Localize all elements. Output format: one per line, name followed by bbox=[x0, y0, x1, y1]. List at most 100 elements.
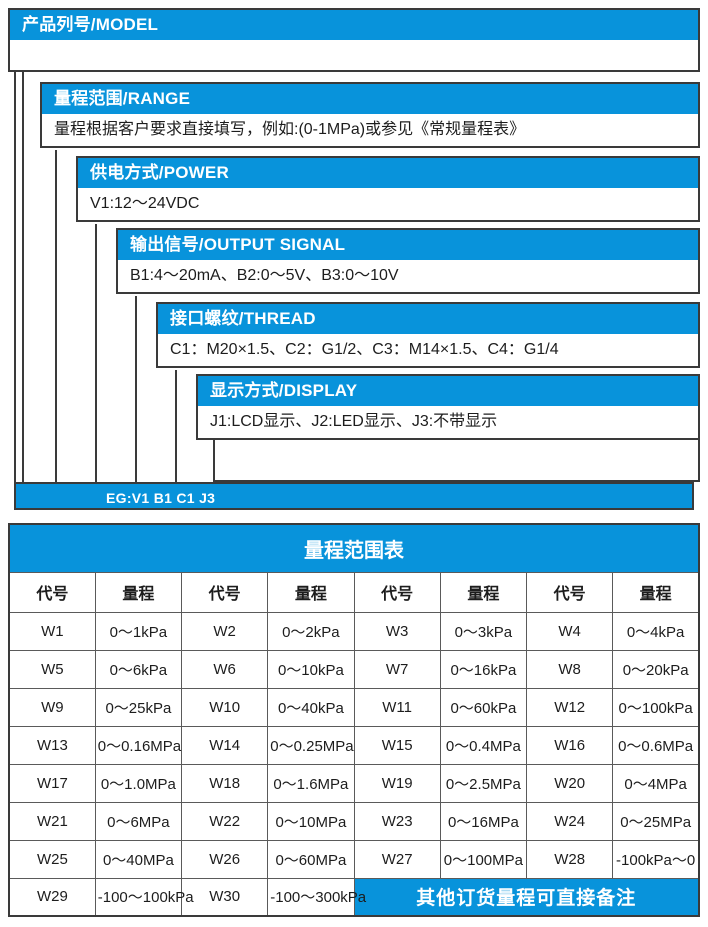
cell-code: W8 bbox=[525, 649, 614, 689]
table-row: W21 0〜6MPa W22 0〜10MPa W23 0〜16MPa W24 0… bbox=[8, 801, 700, 841]
cell-range: 0〜20kPa bbox=[612, 649, 700, 689]
range-table-header-row: 代号 量程 代号 量程 代号 量程 代号 量程 bbox=[8, 571, 700, 613]
cell-code: W14 bbox=[180, 725, 269, 765]
cell-range: 0〜0.16MPa bbox=[94, 725, 183, 765]
cell-range: 0〜3kPa bbox=[439, 611, 528, 651]
cell-code: W20 bbox=[525, 763, 614, 803]
cell-code: W29 bbox=[8, 877, 96, 917]
cell-range: 0〜6MPa bbox=[94, 801, 183, 841]
cell-code: W16 bbox=[525, 725, 614, 765]
spec-block-model-body bbox=[10, 40, 698, 68]
cell-code: W27 bbox=[353, 839, 441, 879]
cell-range: 0〜16MPa bbox=[439, 801, 528, 841]
cell-code: W22 bbox=[180, 801, 269, 841]
cell-range: 0〜4kPa bbox=[612, 611, 700, 651]
cell-code: W12 bbox=[525, 687, 614, 727]
spec-block-output-signal: 输出信号/OUTPUT SIGNAL B1:4〜20mA、B2:0〜5V、B3:… bbox=[116, 228, 700, 294]
table-row: W13 0〜0.16MPa W14 0〜0.25MPa W15 0〜0.4MPa… bbox=[8, 725, 700, 765]
cell-code: W23 bbox=[353, 801, 441, 841]
cell-code: W30 bbox=[180, 877, 269, 917]
cell-range: -100〜300kPa bbox=[267, 877, 366, 917]
cell-code: W3 bbox=[353, 611, 441, 651]
cell-range: 0〜0.25MPa bbox=[267, 725, 355, 765]
cell-code: W7 bbox=[353, 649, 441, 689]
spec-block-display: 显示方式/DISPLAY J1:LCD显示、J2:LED显示、J3:不带显示 bbox=[196, 374, 700, 440]
cell-code: W5 bbox=[8, 649, 96, 689]
spec-block-model-title: 产品列号/MODEL bbox=[10, 10, 698, 40]
col-header-code-3: 代号 bbox=[353, 571, 441, 613]
spec-block-power-body: V1:12〜24VDC bbox=[78, 188, 698, 220]
spec-block-power: 供电方式/POWER V1:12〜24VDC bbox=[76, 156, 700, 222]
cell-code: W10 bbox=[180, 687, 269, 727]
spec-block-model: 产品列号/MODEL bbox=[8, 8, 700, 72]
stem-output bbox=[95, 224, 97, 484]
col-header-code-1: 代号 bbox=[8, 571, 96, 613]
table-row-last: W29 -100〜100kPa W30 -100〜300kPa 其他订货量程可直… bbox=[8, 877, 700, 917]
cell-range: 0〜1.6MPa bbox=[267, 763, 355, 803]
cell-range: 0〜4MPa bbox=[612, 763, 700, 803]
cell-code: W15 bbox=[353, 725, 441, 765]
range-table-title-row: 量程范围表 bbox=[8, 523, 700, 573]
cell-range: 0〜60kPa bbox=[439, 687, 528, 727]
spec-block-thread-body: C1：M20×1.5、C2：G1/2、C3：M14×1.5、C4：G1/4 bbox=[158, 334, 698, 366]
stem-display bbox=[175, 370, 177, 484]
cell-range: -100〜100kPa bbox=[94, 877, 194, 917]
cell-range: 0〜40MPa bbox=[94, 839, 183, 879]
table-row: W17 0〜1.0MPa W18 0〜1.6MPa W19 0〜2.5MPa W… bbox=[8, 763, 700, 803]
cell-range: 0〜60MPa bbox=[267, 839, 355, 879]
range-table: 量程范围表 代号 量程 代号 量程 代号 量程 代号 量程 W1 0〜1kPa … bbox=[8, 523, 700, 917]
spec-block-output-signal-title: 输出信号/OUTPUT SIGNAL bbox=[118, 230, 698, 260]
spec-block-range-body: 量程根据客户要求直接填写，例如:(0-1MPa)或参见《常规量程表》 bbox=[42, 114, 698, 146]
example-code-bar: EG:V1 B1 C1 J3 bbox=[14, 482, 694, 510]
spec-block-display-body: J1:LCD显示、J2:LED显示、J3:不带显示 bbox=[198, 406, 698, 438]
cell-code: W21 bbox=[8, 801, 96, 841]
spec-block-thread-title: 接口螺纹/THREAD bbox=[158, 304, 698, 334]
col-header-range-4: 量程 bbox=[612, 571, 700, 613]
custom-range-note: 其他订货量程可直接备注 bbox=[353, 877, 700, 917]
cell-code: W9 bbox=[8, 687, 96, 727]
cell-code: W18 bbox=[180, 763, 269, 803]
cell-code: W4 bbox=[525, 611, 614, 651]
cell-range: 0〜10kPa bbox=[267, 649, 355, 689]
cell-range: 0〜2.5MPa bbox=[439, 763, 528, 803]
cell-code: W19 bbox=[353, 763, 441, 803]
cell-range: 0〜16kPa bbox=[439, 649, 528, 689]
cell-range: 0〜40kPa bbox=[267, 687, 355, 727]
cell-range: 0〜1kPa bbox=[94, 611, 183, 651]
cell-range: 0〜2kPa bbox=[267, 611, 355, 651]
cell-code: W24 bbox=[525, 801, 614, 841]
cell-code: W25 bbox=[8, 839, 96, 879]
cell-code: W2 bbox=[180, 611, 269, 651]
stem-model bbox=[14, 70, 16, 484]
table-row: W5 0〜6kPa W6 0〜10kPa W7 0〜16kPa W8 0〜20k… bbox=[8, 649, 700, 689]
model-code-ladder: 产品列号/MODEL 量程范围/RANGE 量程根据客户要求直接填写，例如:(0… bbox=[8, 8, 700, 510]
spec-block-range-title: 量程范围/RANGE bbox=[42, 84, 698, 114]
table-row: W25 0〜40MPa W26 0〜60MPa W27 0〜100MPa W28… bbox=[8, 839, 700, 879]
cell-range: 0〜10MPa bbox=[267, 801, 355, 841]
cell-code: W1 bbox=[8, 611, 96, 651]
stem-range bbox=[22, 70, 24, 484]
cell-code: W28 bbox=[525, 839, 614, 879]
cell-code: W13 bbox=[8, 725, 96, 765]
col-header-range-2: 量程 bbox=[267, 571, 355, 613]
ladder-tail-box bbox=[213, 440, 700, 482]
col-header-code-2: 代号 bbox=[180, 571, 269, 613]
cell-range: 0〜100MPa bbox=[439, 839, 528, 879]
cell-range: 0〜100kPa bbox=[612, 687, 700, 727]
cell-code: W6 bbox=[180, 649, 269, 689]
cell-range: -100kPa〜0 bbox=[612, 839, 700, 879]
table-row: W9 0〜25kPa W10 0〜40kPa W11 0〜60kPa W12 0… bbox=[8, 687, 700, 727]
cell-code: W26 bbox=[180, 839, 269, 879]
cell-range: 0〜0.6MPa bbox=[612, 725, 700, 765]
table-row: W1 0〜1kPa W2 0〜2kPa W3 0〜3kPa W4 0〜4kPa bbox=[8, 611, 700, 651]
cell-code: W11 bbox=[353, 687, 441, 727]
range-table-title: 量程范围表 bbox=[8, 523, 700, 573]
stem-power bbox=[55, 150, 57, 484]
cell-range: 0〜25MPa bbox=[612, 801, 700, 841]
cell-range: 0〜0.4MPa bbox=[439, 725, 528, 765]
col-header-code-4: 代号 bbox=[525, 571, 614, 613]
stem-thread bbox=[135, 296, 137, 484]
cell-range: 0〜1.0MPa bbox=[94, 763, 183, 803]
spec-block-range: 量程范围/RANGE 量程根据客户要求直接填写，例如:(0-1MPa)或参见《常… bbox=[40, 82, 700, 148]
